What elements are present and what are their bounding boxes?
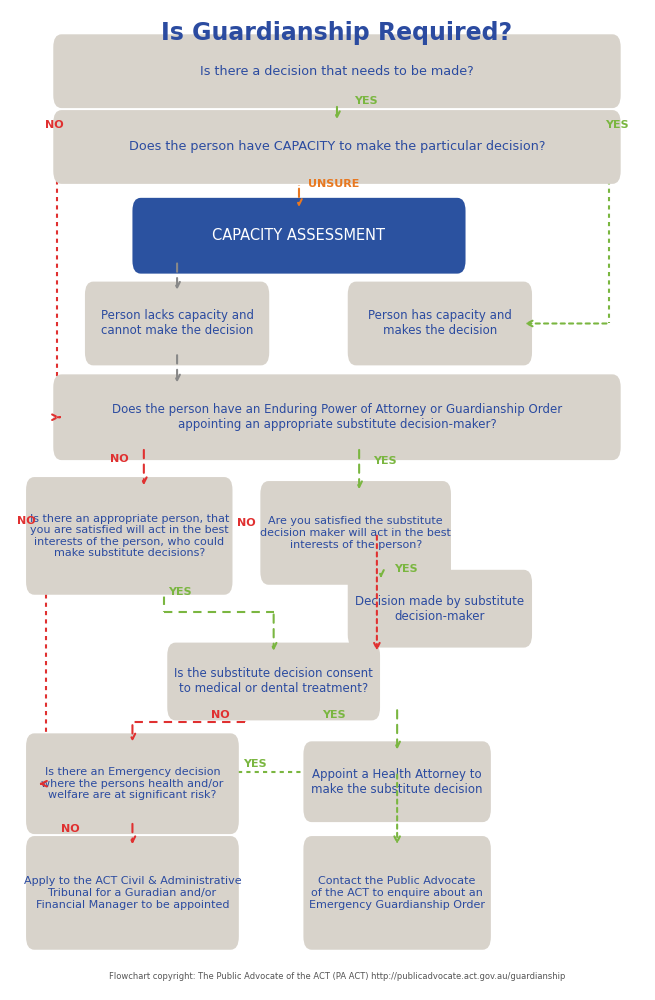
Text: Is the substitute decision consent
to medical or dental treatment?: Is the substitute decision consent to me… (174, 667, 373, 695)
FancyBboxPatch shape (132, 198, 466, 274)
Text: YES: YES (168, 587, 192, 597)
FancyBboxPatch shape (303, 836, 491, 950)
Text: Appoint a Health Attorney to
make the substitute decision: Appoint a Health Attorney to make the su… (311, 768, 483, 796)
Text: YES: YES (322, 710, 346, 720)
Text: Person has capacity and
makes the decision: Person has capacity and makes the decisi… (368, 309, 512, 337)
FancyBboxPatch shape (53, 110, 621, 184)
FancyBboxPatch shape (26, 733, 239, 834)
Text: Person lacks capacity and
cannot make the decision: Person lacks capacity and cannot make th… (101, 309, 253, 337)
Text: CAPACITY ASSESSMENT: CAPACITY ASSESSMENT (212, 228, 386, 243)
Text: Flowchart copyright: The Public Advocate of the ACT (PA ACT) http://publicadvoca: Flowchart copyright: The Public Advocate… (109, 972, 565, 981)
FancyBboxPatch shape (348, 282, 532, 365)
Text: Is there an appropriate person, that
you are satisfied will act in the best
inte: Is there an appropriate person, that you… (29, 514, 229, 558)
Text: YES: YES (243, 759, 267, 769)
FancyBboxPatch shape (348, 570, 532, 648)
Text: NO: NO (45, 120, 64, 130)
FancyBboxPatch shape (167, 643, 380, 720)
Text: NO: NO (18, 516, 36, 526)
Text: YES: YES (373, 456, 396, 466)
Text: NO: NO (237, 518, 255, 528)
FancyBboxPatch shape (260, 481, 451, 585)
FancyBboxPatch shape (303, 741, 491, 822)
Text: YES: YES (394, 564, 418, 574)
FancyBboxPatch shape (26, 477, 233, 595)
Text: NO: NO (61, 824, 80, 834)
Text: YES: YES (605, 120, 629, 130)
FancyBboxPatch shape (53, 374, 621, 460)
Text: Is there an Emergency decision
where the persons health and/or
welfare are at si: Is there an Emergency decision where the… (41, 767, 223, 800)
Text: Is Guardianship Required?: Is Guardianship Required? (161, 21, 513, 45)
Text: Is there a decision that needs to be made?: Is there a decision that needs to be mad… (200, 65, 474, 78)
FancyBboxPatch shape (85, 282, 269, 365)
Text: Are you satisfied the substitute
decision maker will act in the best
interests o: Are you satisfied the substitute decisio… (260, 516, 451, 550)
Text: NO: NO (210, 710, 229, 720)
Text: Does the person have CAPACITY to make the particular decision?: Does the person have CAPACITY to make th… (129, 140, 545, 153)
Text: Decision made by substitute
decision-maker: Decision made by substitute decision-mak… (355, 595, 525, 623)
Text: NO: NO (111, 454, 129, 464)
Text: Contact the Public Advocate
of the ACT to enquire about an
Emergency Guardianshi: Contact the Public Advocate of the ACT t… (309, 876, 485, 910)
Text: Does the person have an Enduring Power of Attorney or Guardianship Order
appoint: Does the person have an Enduring Power o… (112, 403, 562, 431)
Text: Apply to the ACT Civil & Administrative
Tribunal for a Guradian and/or
Financial: Apply to the ACT Civil & Administrative … (24, 876, 241, 910)
FancyBboxPatch shape (26, 836, 239, 950)
Text: YES: YES (354, 96, 377, 106)
FancyBboxPatch shape (53, 34, 621, 108)
Text: UNSURE: UNSURE (308, 179, 360, 189)
